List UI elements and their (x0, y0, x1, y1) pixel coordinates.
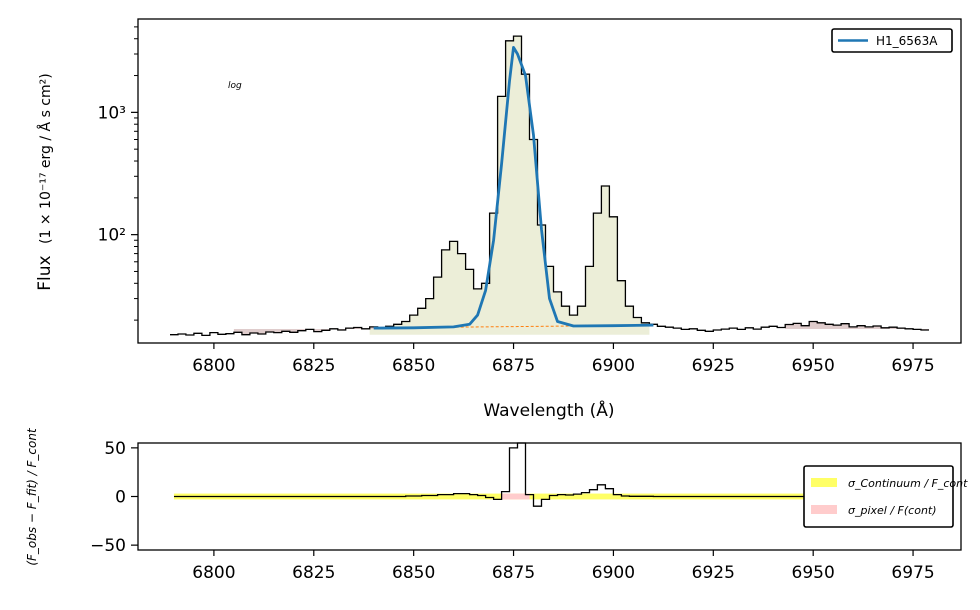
svg-text:Flux (1 × 10⁻¹⁷ erg /: Flux (1 × 10⁻¹⁷ erg / Å s cm²) (35, 73, 55, 290)
x-tick-label: 6900 (592, 356, 635, 376)
residual-series (174, 442, 929, 507)
flux-y-ticks: 10² 10³ (98, 26, 138, 321)
x-tick-label: 6825 (292, 563, 335, 583)
legend-label-h1: H1_6563A (876, 34, 938, 48)
flux-plot: 6800 6825 6850 6875 6900 6925 6950 6975 10²10³ … (35, 18, 962, 421)
gaussian-fit-h1-6563a (373, 46, 654, 330)
residual-legend-box (803, 465, 954, 528)
residual-legend: σ_Continuum / F_cont σ_pixel / F(cont) (803, 465, 968, 528)
legend-swatch-pixel (811, 505, 837, 514)
y-tick-label: −50 (90, 536, 126, 556)
x-tick-label: 6950 (792, 356, 835, 376)
shaded-regions (233, 36, 929, 335)
y-axis-label-word: Flux (35, 255, 55, 290)
x-tick-label: 6800 (192, 563, 235, 583)
x-tick-label: 6900 (592, 563, 635, 583)
y-tick-label: 50 (104, 439, 126, 459)
residual-y-ticks: −50 0 50 (90, 439, 138, 556)
x-tick-label: 6875 (492, 563, 535, 583)
svg-text:(F_obs − F_fit) / F_cont: (F_obs − F_fit) / F_cont (25, 427, 39, 566)
shaded-region-0 (369, 36, 650, 335)
y-axis-label-units: (1 × 10⁻¹⁷ erg / Å s cm²) (37, 73, 54, 244)
flux-axes-frame (137, 18, 962, 344)
flux-series (170, 35, 929, 337)
y-tick-label: 10² (98, 226, 126, 246)
x-tick-label: 6925 (692, 563, 735, 583)
observed-spectrum-step (170, 35, 929, 337)
residual-x-ticks: 6800 6825 6850 6875 6900 6925 6950 6975 (192, 550, 935, 583)
x-tick-label: 6800 (192, 356, 235, 376)
x-axis-label: Wavelength (Å) (483, 399, 614, 421)
legend-box (831, 28, 953, 53)
y-axis-label-flux: Flux (1 × 10⁻¹⁷ erg / Å s cm²) (35, 73, 55, 290)
x-tick-label: 6850 (392, 563, 435, 583)
y-tick-label: 0 (115, 488, 126, 508)
legend-label-continuum: σ_Continuum / F_cont (848, 477, 968, 490)
residual-plot: 6800 6825 6850 6875 6900 6925 6950 6975 −50050 … (25, 427, 968, 583)
x-tick-label: 6975 (891, 563, 934, 583)
x-tick-label: 6975 (891, 356, 934, 376)
x-tick-label: 6925 (692, 356, 735, 376)
x-tick-label: 6875 (492, 356, 535, 376)
flux-x-ticks: 6800 6825 6850 6875 6900 6925 6950 6975 (192, 343, 935, 376)
x-tick-label: 6825 (292, 356, 335, 376)
y-tick-label: 10³ (98, 103, 126, 123)
y-axis-label-residual: (F_obs − F_fit) / F_cont (25, 427, 39, 566)
legend-label-pixel: σ_pixel / F(cont) (848, 504, 937, 517)
residual-step (174, 442, 929, 507)
shaded-region-1 (233, 326, 386, 335)
log-annotation: log (228, 81, 242, 91)
residual-band-1 (501, 493, 530, 500)
legend-swatch-continuum (811, 478, 837, 487)
x-tick-label: 6950 (792, 563, 835, 583)
flux-legend: H1_6563A (831, 28, 953, 53)
x-tick-label: 6850 (392, 356, 435, 376)
